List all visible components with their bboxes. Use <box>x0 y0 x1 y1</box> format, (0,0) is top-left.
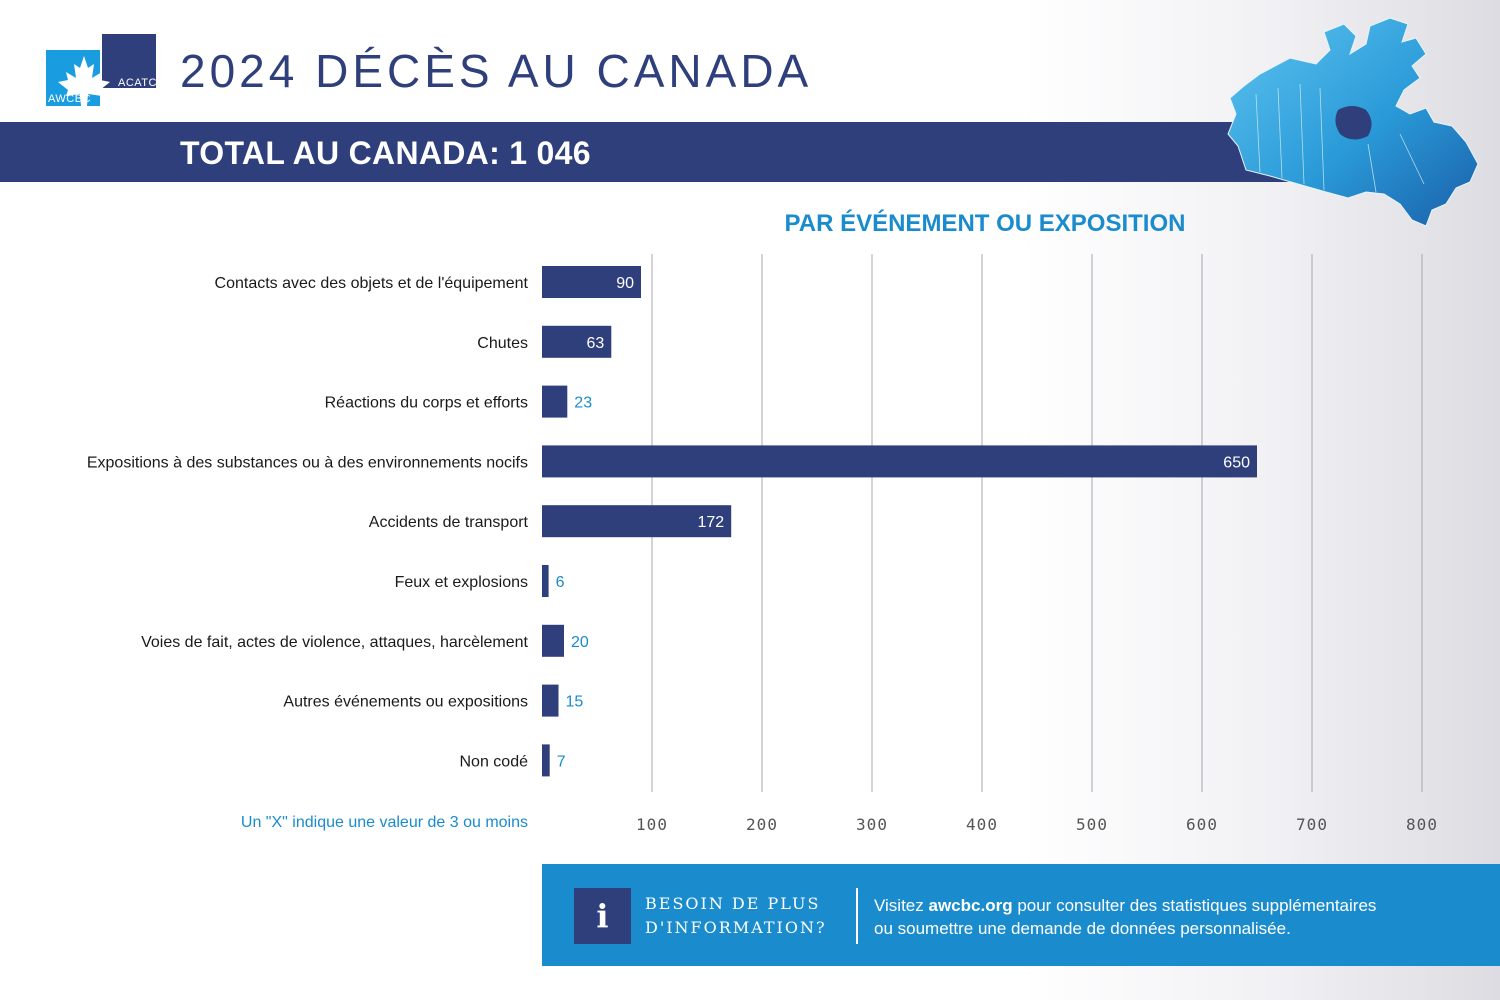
footnote: Un "X" indique une valeur de 3 ou moins <box>240 814 528 831</box>
category-label: Expositions à des substances ou à des en… <box>87 454 528 471</box>
bar <box>542 445 1257 478</box>
info-divider <box>856 888 858 944</box>
category-label: Feux et explosions <box>395 574 528 591</box>
category-label: Chutes <box>477 335 528 352</box>
logo-text-acatc: ACATC <box>118 77 157 89</box>
total-text: TOTAL AU CANADA: 1 046 <box>180 135 591 171</box>
bar <box>542 266 641 298</box>
chart-bars <box>542 266 1257 777</box>
category-label: Non codé <box>460 753 529 770</box>
info-heading-line2: D'INFORMATION? <box>645 918 827 937</box>
x-tick-label: 800 <box>1406 815 1438 834</box>
info-text-line1: Visitez awcbc.org pour consulter des sta… <box>874 894 1474 917</box>
x-tick-label: 600 <box>1186 815 1218 834</box>
category-label: Voies de fait, actes de violence, attaqu… <box>141 634 528 651</box>
total-banner: TOTAL AU CANADA: 1 046 <box>0 122 1290 182</box>
value-label: 63 <box>587 335 605 352</box>
x-tick-label: 500 <box>1076 815 1108 834</box>
info-box: i BESOIN DE PLUS D'INFORMATION? Visitez … <box>542 864 1500 966</box>
x-tick-label: 200 <box>746 815 778 834</box>
page-title: 2024 DÉCÈS AU CANADA <box>180 45 813 97</box>
logo-text-awcbc: AWCBC <box>48 93 92 105</box>
awcbc-link[interactable]: awcbc.org <box>928 896 1013 915</box>
value-label: 20 <box>571 634 589 651</box>
info-heading-line1: BESOIN DE PLUS <box>645 894 821 913</box>
bar <box>542 325 612 358</box>
chart-gridlines <box>651 254 1423 792</box>
category-label: Réactions du corps et efforts <box>325 395 528 412</box>
info-text: Visitez awcbc.org pour consulter des sta… <box>874 894 1474 940</box>
info-heading: BESOIN DE PLUS D'INFORMATION? <box>645 892 845 940</box>
info-icon: i <box>574 888 631 944</box>
category-label: Contacts avec des objets et de l'équipem… <box>215 275 529 292</box>
value-label: 23 <box>574 395 592 412</box>
bar <box>542 565 549 597</box>
bar <box>542 505 732 538</box>
value-label: 6 <box>556 574 565 591</box>
category-label: Accidents de transport <box>369 514 529 531</box>
x-tick-label: 700 <box>1296 815 1328 834</box>
chart-title: PAR ÉVÉNEMENT OU EXPOSITION <box>784 210 1186 237</box>
bar <box>542 624 564 657</box>
info-text-suffix: pour consulter des statistiques suppléme… <box>1012 896 1377 915</box>
value-label: 7 <box>557 753 566 770</box>
chart-labels: 100 200 300 400 500 600 700 800 Contacts avec de… <box>87 275 1438 834</box>
awcbc-logo: AWCBC ACATC <box>46 34 156 106</box>
value-label: 650 <box>1223 454 1250 471</box>
maple-leaf-icon <box>58 56 110 106</box>
bar <box>542 684 559 717</box>
canada-map-icon <box>1227 17 1479 227</box>
value-label: 90 <box>616 275 634 292</box>
info-text-line2: ou soumettre une demande de données pers… <box>874 919 1291 938</box>
x-tick-label: 300 <box>856 815 888 834</box>
info-text-prefix: Visitez <box>874 896 929 915</box>
x-tick-label: 400 <box>966 815 998 834</box>
bar <box>542 744 550 777</box>
logo-square-navy <box>102 34 156 88</box>
category-label: Autres événements ou expositions <box>283 694 528 711</box>
value-label: 15 <box>566 694 584 711</box>
x-tick-label: 100 <box>636 815 668 834</box>
value-label: 172 <box>697 514 724 531</box>
bar-chart: 100 200 300 400 500 600 700 800 Contacts avec de… <box>87 254 1438 834</box>
bar <box>542 385 568 418</box>
